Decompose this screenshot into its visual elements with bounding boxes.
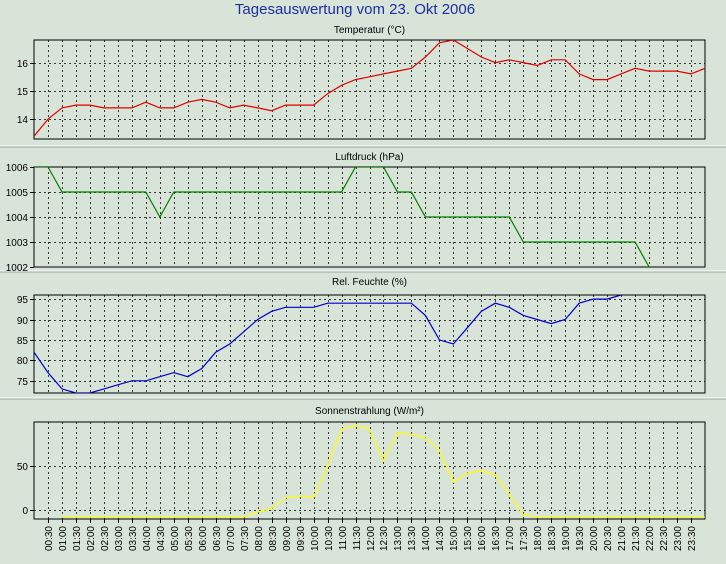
- x-tick-label: 09:30: [296, 526, 307, 551]
- plot-frame: [33, 294, 706, 394]
- x-tick-label: 23:00: [673, 526, 684, 551]
- x-tick-label: 04:30: [156, 526, 167, 551]
- x-tick-label: 16:00: [477, 526, 488, 551]
- x-tick-label: 10:00: [310, 526, 321, 551]
- chart-panel-4: Sonnenstrahlung (W/m²) 0 50 00:30 01:00 01:30…: [17, 406, 706, 551]
- series-line: [34, 295, 622, 393]
- x-tick-label: 19:00: [561, 526, 572, 551]
- y-tick-label: 90: [17, 316, 29, 327]
- x-tick-label: 08:30: [268, 526, 279, 551]
- chart-panel-1: Temperatur (°C) 14 15 16: [17, 25, 706, 140]
- x-tick-label: 03:30: [128, 526, 139, 551]
- x-tick-label: 08:00: [254, 526, 265, 551]
- y-tick-label: 1004: [6, 213, 29, 224]
- x-tick-label: 18:30: [547, 526, 558, 551]
- x-tick-label: 14:30: [435, 526, 446, 551]
- chart-title: Sonnenstrahlung (W/m²): [315, 406, 424, 417]
- x-tick-label: 15:00: [449, 526, 460, 551]
- x-tick-label: 15:30: [463, 526, 474, 551]
- page-title: Tagesauswertung vom 23. Okt 2006: [235, 1, 475, 18]
- x-tick-label: 23:30: [687, 526, 698, 551]
- x-tick-label: 01:00: [58, 526, 69, 551]
- x-tick-label: 22:30: [659, 526, 670, 551]
- x-tick-label: 13:00: [393, 526, 404, 551]
- y-tick-label: 1005: [6, 188, 29, 199]
- plot-frame: [33, 39, 706, 140]
- x-tick-label: 20:30: [603, 526, 614, 551]
- y-tick-label: 75: [17, 377, 29, 388]
- x-tick-label: 16:30: [491, 526, 502, 551]
- x-tick-label: 01:30: [72, 526, 83, 551]
- y-tick-label: 95: [17, 295, 29, 306]
- series-line: [62, 424, 705, 518]
- y-tick-label: 1003: [6, 238, 29, 249]
- x-tick-label: 06:00: [198, 526, 209, 551]
- x-tick-label: 06:30: [212, 526, 223, 551]
- x-tick-label: 04:00: [142, 526, 153, 551]
- x-tick-label: 17:30: [519, 526, 530, 551]
- chart-title: Rel. Feuchte (%): [332, 277, 407, 288]
- x-tick-label: 05:30: [184, 526, 195, 551]
- chart-title: Temperatur (°C): [334, 25, 405, 36]
- x-tick-label: 21:00: [617, 526, 628, 551]
- x-tick-label: 12:30: [379, 526, 390, 551]
- x-tick-label: 00:30: [44, 526, 55, 551]
- x-tick-label: 13:30: [407, 526, 418, 551]
- x-tick-label: 21:30: [631, 526, 642, 551]
- y-tick-label: 1006: [6, 163, 29, 174]
- x-tick-label: 07:00: [226, 526, 237, 551]
- y-tick-label: 1002: [6, 263, 29, 274]
- series-line: [34, 40, 705, 137]
- x-tick-label: 14:00: [421, 526, 432, 551]
- y-tick-label: 85: [17, 336, 29, 347]
- y-tick-label: 14: [17, 115, 29, 126]
- y-tick-label: 0: [22, 506, 28, 517]
- y-tick-label: 16: [17, 59, 29, 70]
- x-tick-label: 22:00: [645, 526, 656, 551]
- x-tick-label: 02:00: [86, 526, 97, 551]
- chart-title: Luftdruck (hPa): [335, 152, 403, 163]
- x-tick-label: 11:30: [352, 526, 363, 551]
- x-tick-label: 17:00: [505, 526, 516, 551]
- x-tick-label: 12:00: [366, 526, 377, 551]
- x-tick-label: 18:00: [533, 526, 544, 551]
- y-tick-label: 50: [17, 462, 29, 473]
- x-tick-label: 03:00: [114, 526, 125, 551]
- y-tick-label: 15: [17, 87, 29, 98]
- x-tick-label: 19:30: [575, 526, 586, 551]
- y-tick-label: 80: [17, 356, 29, 367]
- x-tick-label: 09:00: [282, 526, 293, 551]
- series-line: [34, 167, 650, 267]
- x-tick-label: 02:30: [100, 526, 111, 551]
- x-tick-label: 20:00: [589, 526, 600, 551]
- chart-panel-3: Rel. Feuchte (%) 75 80 85 90 95: [17, 277, 706, 394]
- x-tick-label: 05:00: [170, 526, 181, 551]
- x-tick-label: 10:30: [324, 526, 335, 551]
- plot-frame: [33, 421, 706, 520]
- x-tick-label: 11:00: [338, 526, 349, 551]
- chart-panel-2: Luftdruck (hPa) 1002 1003 1004 1005 1006: [6, 152, 706, 274]
- x-tick-label: 07:30: [240, 526, 251, 551]
